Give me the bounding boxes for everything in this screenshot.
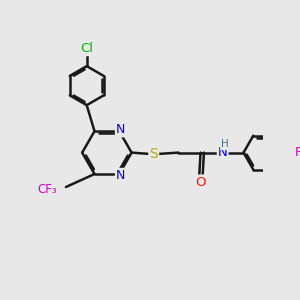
Text: S: S <box>149 147 158 161</box>
Text: Cl: Cl <box>80 42 93 55</box>
Text: CF₃: CF₃ <box>37 183 57 196</box>
Text: O: O <box>195 176 206 188</box>
Text: H: H <box>221 139 229 149</box>
Text: N: N <box>116 123 125 136</box>
Text: N: N <box>218 146 228 159</box>
Text: F: F <box>294 146 300 159</box>
Text: N: N <box>116 169 125 182</box>
